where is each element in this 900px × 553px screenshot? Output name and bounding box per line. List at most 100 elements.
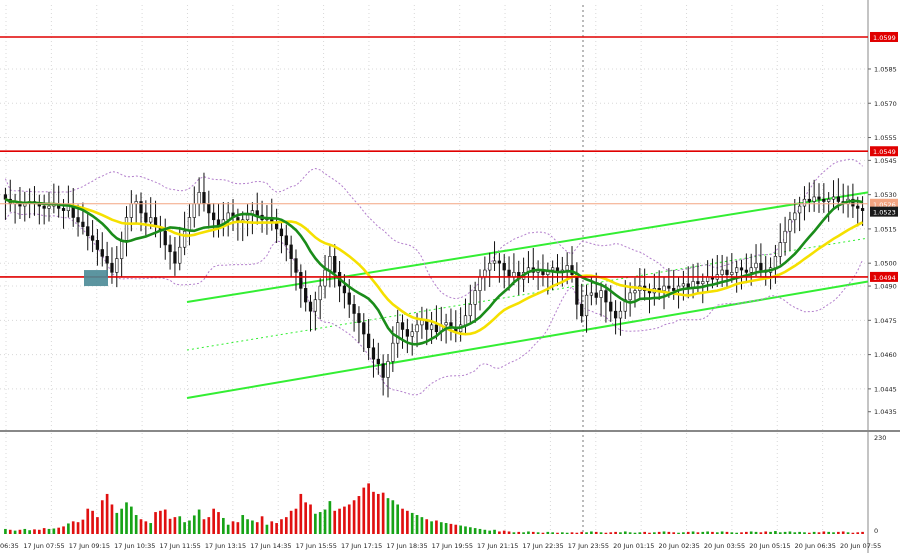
volume-bar: [299, 493, 303, 534]
time-tick-label: 17 Jun 15:55: [296, 542, 337, 550]
volume-bar: [33, 529, 36, 534]
volume-bar: [677, 532, 680, 534]
time-tick-label: 17 Jun 09:15: [69, 542, 110, 550]
candle-body: [488, 262, 492, 271]
volume-bar: [275, 523, 278, 534]
candle: [473, 281, 477, 323]
volume-bar: [740, 532, 743, 534]
candle: [86, 213, 90, 251]
time-tick-label: 17 Jun 17:15: [341, 542, 382, 550]
volume-bar: [47, 528, 51, 534]
candle-body: [47, 205, 51, 209]
volume-bar: [778, 532, 782, 534]
candle: [284, 224, 288, 262]
candle-body: [783, 230, 787, 243]
candle: [366, 319, 371, 361]
candle-body: [667, 285, 671, 289]
price-axis: 1.0585 1.0570 1.0555 1.0545 1.0530 1.0515 1.05…: [868, 65, 897, 535]
highlight-box: [84, 270, 108, 287]
price-tick-label: 1.0460: [874, 351, 897, 359]
candle: [744, 253, 748, 284]
candle-body: [386, 361, 390, 378]
volume-bar: [381, 492, 385, 534]
candle-body: [473, 290, 477, 305]
volume-bar: [415, 515, 419, 534]
candle: [725, 256, 729, 289]
candle-body: [793, 212, 797, 221]
candle-body: [575, 274, 579, 305]
candle: [144, 200, 148, 237]
volume-bar: [246, 519, 249, 534]
current-price-box: [870, 206, 898, 217]
candle: [730, 253, 734, 283]
candle-body: [744, 269, 748, 273]
candle-body: [860, 208, 865, 211]
volume-bar: [241, 515, 245, 534]
volume-bar: [459, 525, 462, 534]
time-tick-label: 17 Jun 19:55: [432, 542, 473, 550]
candle-body: [42, 205, 46, 209]
price-tick-label: 1.0585: [874, 65, 897, 73]
candle-body: [604, 290, 608, 303]
volume-bar: [803, 532, 806, 534]
volume-bar: [159, 510, 162, 534]
candle: [778, 223, 782, 265]
candle-body: [836, 196, 840, 202]
volume-bar: [856, 532, 860, 534]
candle-body: [589, 292, 594, 296]
candle-body: [827, 198, 831, 202]
volume-bar: [222, 517, 225, 534]
candle-body: [76, 217, 80, 223]
volume-bar: [52, 528, 56, 534]
volume-bar: [318, 512, 322, 534]
candle-body: [662, 285, 666, 291]
volume-bar: [769, 531, 772, 534]
price-tick-label: 1.0515: [874, 225, 897, 233]
candle-body: [115, 258, 119, 273]
candle-body: [599, 290, 603, 298]
volume-bar: [522, 532, 525, 534]
candle-body: [400, 322, 405, 330]
level-label: 1.0549: [873, 148, 896, 156]
volume-bar: [483, 529, 487, 534]
candle-body: [463, 315, 468, 326]
candle: [95, 229, 100, 266]
volume-bar: [686, 531, 690, 534]
volume-bar: [565, 532, 569, 534]
candle-body: [807, 198, 811, 202]
volume-bar: [662, 531, 666, 534]
volume-bar: [473, 528, 477, 534]
volume-bar: [556, 532, 559, 534]
candle: [289, 235, 293, 277]
volume-bar: [672, 532, 676, 534]
candle-body: [429, 324, 434, 330]
candle-body: [86, 226, 90, 237]
candle: [245, 204, 250, 237]
candle-body: [773, 256, 778, 269]
volume-bar: [730, 532, 734, 534]
volume-bar: [822, 531, 826, 534]
candle-body: [124, 217, 129, 241]
candle-body: [333, 256, 337, 273]
candle-body: [478, 276, 482, 291]
volume-bar: [270, 521, 274, 534]
volume-bar: [173, 517, 177, 534]
volume-bar: [444, 523, 448, 534]
volume-bar: [711, 531, 714, 534]
volume-bar: [96, 517, 99, 534]
volume-bar: [793, 532, 797, 534]
candle-body: [565, 265, 569, 271]
volume-bar: [100, 500, 104, 534]
volume-bar: [289, 510, 293, 534]
volume-bar: [430, 521, 433, 534]
volume-bar: [745, 531, 748, 534]
candle: [822, 183, 826, 213]
candle-body: [628, 292, 632, 301]
candle: [783, 216, 787, 256]
volume-bar: [541, 532, 545, 534]
candle: [468, 284, 472, 324]
volume-bar: [435, 520, 438, 534]
candle: [827, 192, 831, 222]
time-tick-label: 17 Jun 07:55: [23, 542, 64, 550]
time-tick-label: 20 Jun 02:35: [659, 542, 700, 550]
